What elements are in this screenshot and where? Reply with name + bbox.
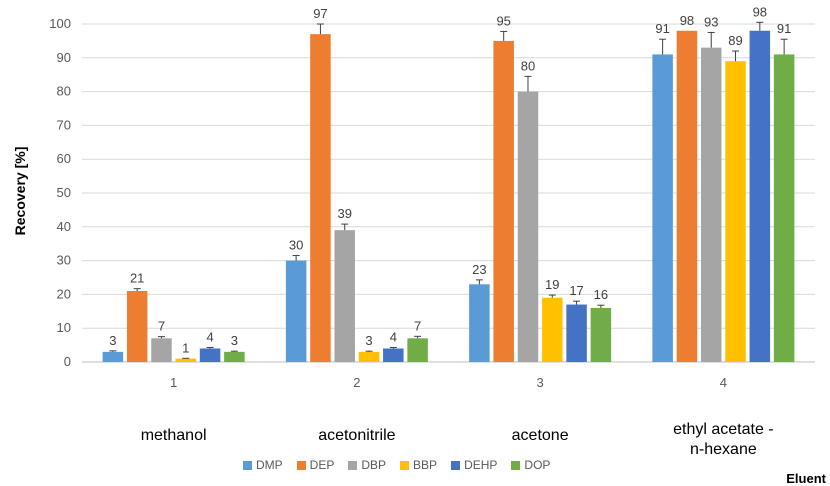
- data-label: 30: [289, 238, 303, 253]
- bar-dep-2: [310, 34, 331, 362]
- bar-dehp-2: [383, 348, 404, 362]
- bar-dbp-4: [700, 47, 722, 362]
- data-label: 1: [182, 340, 189, 355]
- bar-dop-3: [590, 307, 612, 362]
- y-tick-label: 70: [57, 117, 71, 132]
- bar-dehp-4: [749, 30, 771, 362]
- legend-swatch: [511, 460, 521, 470]
- bar-dmp-4: [652, 54, 673, 363]
- data-label: 7: [158, 319, 165, 334]
- bar-dmp-2: [285, 260, 307, 362]
- bar-dep-3: [493, 40, 514, 363]
- y-tick-label: 50: [57, 185, 71, 200]
- legend-label: DBP: [361, 458, 387, 472]
- bar-dmp-1: [102, 351, 124, 362]
- legend-swatch: [243, 460, 252, 470]
- data-label: 4: [206, 329, 213, 344]
- y-tick-label: 80: [57, 84, 71, 99]
- legend-swatch: [451, 460, 461, 470]
- y-tick-label: 10: [57, 320, 71, 335]
- bar-bbp-1: [175, 358, 197, 362]
- legend-item-dbp: DBP: [348, 458, 386, 472]
- legend-swatch: [348, 460, 358, 470]
- bar-dop-1: [224, 351, 245, 362]
- bar-dep-4: [676, 30, 698, 362]
- data-label: 93: [704, 14, 718, 29]
- data-label: 89: [728, 33, 742, 48]
- legend-swatch: [400, 460, 410, 470]
- data-label: 21: [130, 271, 144, 286]
- x-tick-label: 2: [353, 375, 360, 390]
- bar-dehp-1: [199, 348, 221, 362]
- y-tick-label: 100: [49, 16, 71, 31]
- bar-dehp-3: [566, 304, 587, 362]
- data-label: 19: [545, 277, 559, 292]
- legend-label: DMP: [256, 458, 283, 472]
- x-tick-label: 4: [720, 375, 727, 390]
- y-tick-labels: 0 10 20 30 40 50 60 70 80 90 100: [49, 16, 71, 369]
- bar-dop-4: [773, 54, 795, 363]
- data-label: 80: [521, 58, 535, 73]
- data-label: 95: [496, 13, 510, 28]
- y-tick-label: 20: [57, 286, 71, 301]
- y-tick-label: 90: [57, 50, 71, 65]
- bar-dep-1: [126, 291, 148, 362]
- data-label: 23: [472, 262, 486, 277]
- x-tick-labels: 1 2 3 4: [170, 375, 727, 390]
- data-label: 39: [337, 206, 351, 221]
- legend-label: DOP: [524, 458, 551, 472]
- bar-dbp-3: [517, 91, 539, 362]
- legend-swatch: [296, 460, 306, 470]
- data-labels: 3 21 7 1 4 3 30 97 39 3 4 7 23 95 80 19 17 16 91 98 93 89 98 91: [109, 4, 791, 355]
- bar-bbp-4: [725, 61, 746, 363]
- legend-item-dep: DEP: [296, 458, 335, 472]
- bar-bbp-3: [542, 297, 563, 362]
- data-label: 3: [365, 333, 372, 348]
- data-label: 97: [313, 6, 327, 21]
- legend-item-dehp: DEHP: [451, 458, 497, 472]
- legend-label: DEHP: [464, 458, 498, 472]
- x-tick-label: 3: [537, 375, 544, 390]
- category-name: acetone: [511, 427, 569, 444]
- category-name: methanol: [140, 427, 207, 444]
- data-label: 98: [680, 13, 694, 28]
- bar-dop-2: [407, 338, 428, 362]
- y-axis-label: Recovery [%]: [12, 147, 28, 236]
- legend-item-dop: DOP: [511, 458, 550, 472]
- legend-label: DEP: [309, 458, 335, 472]
- bar-dbp-1: [151, 338, 172, 362]
- bar-dmp-3: [469, 284, 490, 362]
- bars: [102, 30, 795, 363]
- data-label: 3: [109, 333, 116, 348]
- y-tick-label: 40: [57, 219, 71, 234]
- legend-item-bbp: BBP: [400, 458, 437, 472]
- y-tick-label: 60: [57, 151, 71, 166]
- legend-item-dmp: DMP: [243, 458, 283, 472]
- category-name: ethyl acetate - n-hexane: [673, 421, 774, 458]
- error-bars: [109, 21, 788, 359]
- data-label: 91: [777, 21, 791, 36]
- data-label: 98: [753, 4, 767, 19]
- data-label: 91: [655, 21, 669, 36]
- x-axis-label: Eluent: [786, 471, 826, 486]
- bar-dbp-2: [334, 230, 355, 362]
- bar-bbp-2: [358, 351, 380, 362]
- data-label: 16: [594, 287, 608, 302]
- data-label: 3: [231, 333, 238, 348]
- data-label: 4: [390, 329, 397, 344]
- x-tick-label: 1: [170, 375, 177, 390]
- category-name: acetonitrile: [318, 427, 396, 444]
- legend-label: BBP: [413, 458, 438, 472]
- y-tick-label: 0: [64, 354, 71, 369]
- data-label: 7: [414, 318, 421, 333]
- y-tick-label: 30: [57, 253, 71, 268]
- data-label: 17: [569, 283, 583, 298]
- legend: DMP DEP DBP BBP DEHP DOP: [243, 458, 550, 472]
